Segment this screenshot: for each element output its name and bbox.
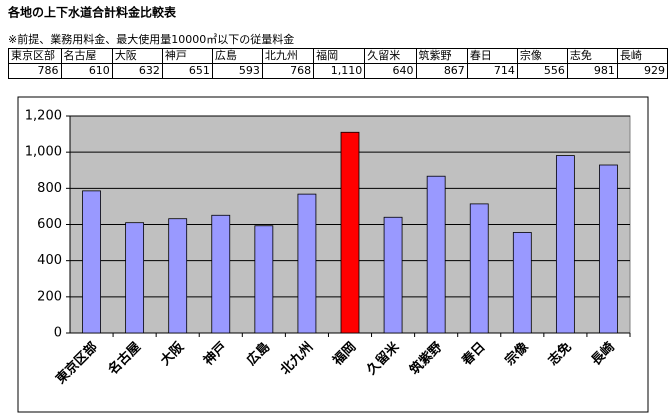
- table-header: 大阪: [111, 48, 163, 64]
- table-value: 768: [261, 63, 315, 79]
- bar: [211, 214, 231, 334]
- table-header: 筑紫野: [415, 48, 468, 64]
- table-header: 志免: [566, 48, 618, 64]
- bar: [512, 232, 532, 334]
- bar: [469, 203, 489, 334]
- table-value: 786: [8, 63, 62, 79]
- table-value: 929: [616, 63, 668, 79]
- table-value: 640: [364, 63, 417, 79]
- bar: [125, 222, 145, 334]
- header-row: 東京区部 名古屋 大阪 神戸 広島 北九州 福岡 久留米 筑紫野 春日 宗像 志免 長崎: [8, 48, 668, 64]
- table-value: 981: [566, 63, 618, 79]
- table-value: 714: [466, 63, 518, 79]
- bar: [599, 164, 618, 334]
- y-tick-label: 600: [37, 217, 62, 232]
- table-header: 福岡: [313, 48, 366, 64]
- table-header: 名古屋: [60, 48, 113, 64]
- table-header: 北九州: [261, 48, 315, 64]
- data-table: 東京区部 名古屋 大阪 神戸 広島 北九州 福岡 久留米 筑紫野 春日 宗像 志免 長崎 786 610 63…: [8, 48, 668, 79]
- bar: [340, 131, 360, 334]
- table-header: 広島: [211, 48, 263, 64]
- table-value: 593: [211, 63, 263, 79]
- y-tick-label: 400: [37, 253, 62, 268]
- table-value: 632: [111, 63, 163, 79]
- chart-title: 各地の上下水道合計料金比較表: [7, 5, 177, 20]
- table-header: 長崎: [616, 48, 668, 64]
- bar: [82, 190, 101, 334]
- table-value: 651: [161, 63, 213, 79]
- y-tick-label: 1,200: [25, 109, 62, 124]
- bar: [426, 175, 446, 334]
- table-header: 久留米: [364, 48, 417, 64]
- bar: [254, 225, 274, 334]
- table-value: 867: [415, 63, 468, 79]
- bar: [297, 193, 317, 334]
- bar: [383, 216, 403, 334]
- table-header: 東京区部: [8, 48, 62, 64]
- table-value: 556: [516, 63, 568, 79]
- table-header: 宗像: [516, 48, 568, 64]
- y-tick-label: 0: [54, 326, 62, 341]
- table-value: 1,110: [313, 63, 366, 79]
- table-header: 春日: [466, 48, 518, 64]
- value-row: 786 610 632 651 593 768 1,110 640 867 714 556 981 92…: [8, 63, 668, 79]
- y-tick-label: 200: [37, 289, 62, 304]
- y-tick-label: 1,000: [25, 145, 62, 160]
- table-value: 610: [60, 63, 113, 79]
- bar: [555, 155, 575, 334]
- y-tick-label: 800: [37, 181, 62, 196]
- bar: [168, 218, 188, 334]
- note: ※前提、業務用料金、最大使用量10000㎥以下の従量料金: [8, 32, 294, 46]
- table-header: 神戸: [161, 48, 213, 64]
